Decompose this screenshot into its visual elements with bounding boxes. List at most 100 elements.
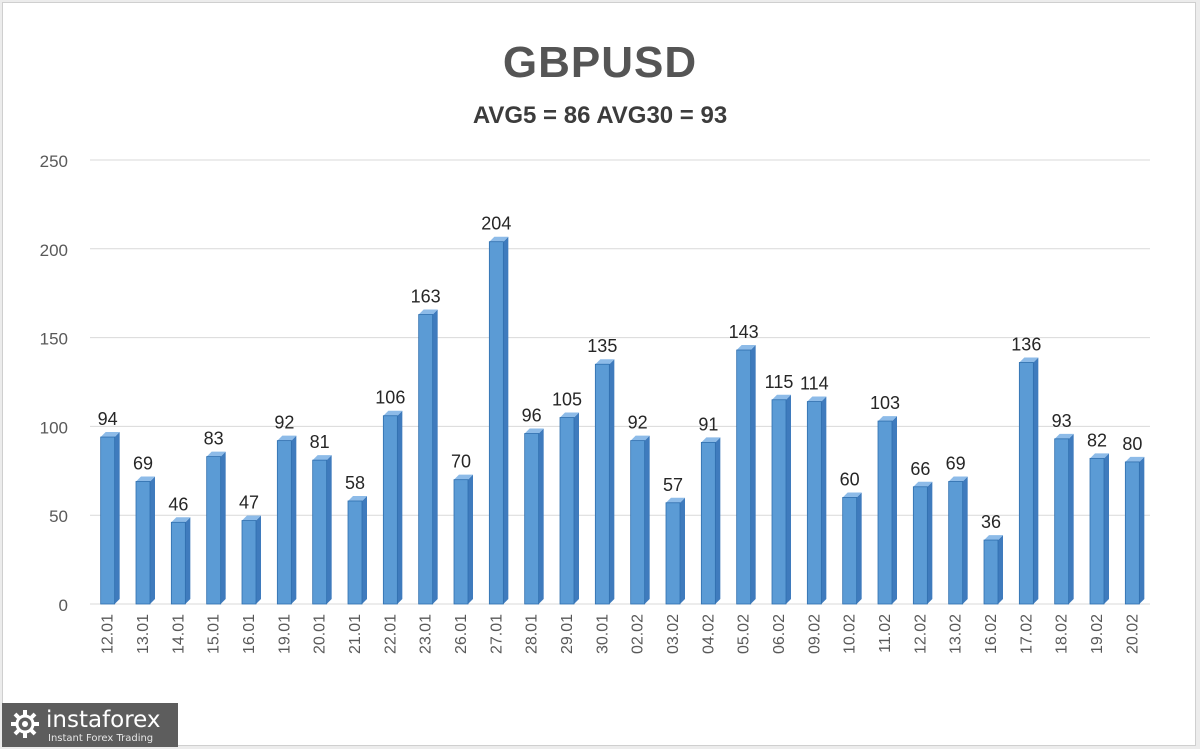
instaforex-logo: instaforex Instant Forex Trading: [2, 703, 178, 747]
bar: [135, 476, 155, 605]
data-label: 82: [1087, 430, 1107, 450]
bar: [488, 236, 509, 605]
bar-side: [750, 345, 756, 604]
bar-side: [291, 435, 297, 604]
x-tick-label: 11.02: [877, 614, 894, 653]
bar: [524, 428, 544, 605]
bar-front: [1124, 461, 1140, 605]
bar: [1089, 453, 1109, 605]
data-label: 69: [946, 453, 966, 473]
bar-top: [1054, 433, 1074, 439]
x-tick-label: 13.01: [135, 614, 152, 654]
bar: [877, 416, 897, 605]
x-tick-label: 26.01: [453, 614, 470, 654]
bar-side: [821, 396, 827, 604]
data-label: 135: [587, 336, 617, 356]
x-tick-label: 14.01: [170, 614, 187, 654]
bar-top: [489, 236, 509, 242]
bar-side: [609, 359, 615, 604]
bar-top: [595, 359, 615, 365]
y-tick-label: 250: [40, 152, 68, 171]
bar-side: [432, 309, 438, 604]
bar-top: [701, 437, 721, 443]
bar-side: [256, 515, 261, 604]
bar: [312, 455, 332, 605]
data-label: 163: [411, 287, 441, 307]
bar: [206, 451, 226, 605]
bar: [170, 517, 191, 605]
x-tick-label: 12.01: [100, 614, 117, 654]
bar-side: [326, 455, 332, 604]
bar-top: [948, 476, 968, 482]
y-tick-label: 150: [40, 330, 68, 349]
x-tick-label: 05.02: [736, 614, 753, 654]
data-label: 36: [981, 512, 1001, 532]
bar-top: [418, 309, 438, 315]
bar-top: [524, 428, 544, 434]
x-tick-label: 04.02: [700, 614, 717, 654]
bar-side: [680, 497, 685, 604]
bar-side: [185, 517, 191, 604]
bar: [912, 481, 933, 605]
data-label: 94: [98, 409, 118, 429]
x-tick-label: 17.02: [1018, 614, 1035, 654]
bar-front: [312, 459, 328, 605]
data-label: 96: [522, 406, 542, 426]
bar-front: [206, 456, 222, 605]
bar-front: [170, 521, 186, 605]
bar-top: [348, 495, 367, 501]
chart-title: GBPUSD: [502, 38, 698, 87]
y-tick-label: 0: [59, 596, 68, 615]
x-tick-label: 18.02: [1054, 614, 1071, 654]
bar-top: [984, 535, 1003, 541]
bar-side: [150, 476, 155, 604]
bar-side: [468, 474, 473, 604]
data-label: 46: [168, 494, 188, 514]
data-label: 57: [663, 475, 683, 495]
gridlines: [90, 159, 1150, 605]
data-label: 136: [1011, 334, 1041, 354]
bar-front: [771, 399, 787, 605]
data-label: 106: [375, 388, 405, 408]
bar-front: [806, 401, 822, 605]
bar: [347, 495, 367, 605]
y-tick-label: 50: [49, 507, 68, 526]
bar-side: [786, 394, 791, 604]
bar-front: [524, 433, 540, 605]
bar-top: [1090, 453, 1109, 459]
x-tick-label: 02.02: [630, 614, 647, 654]
bar-front: [842, 497, 858, 605]
bar: [453, 474, 473, 605]
bar-front: [241, 520, 257, 605]
data-label: 105: [552, 390, 582, 410]
bar: [665, 497, 685, 605]
bar-side: [1139, 456, 1145, 604]
data-label: 47: [239, 493, 259, 513]
bar-top: [1019, 357, 1039, 363]
bar-side: [644, 435, 650, 604]
data-label: 103: [870, 393, 900, 413]
data-labels: 94 69 46 83 47 92 81 58 106 163 70 204 96 105 135 92 57 9…: [98, 214, 1143, 532]
bar-top: [206, 451, 226, 457]
x-tick-label: 27.01: [488, 614, 505, 654]
bar-front: [948, 481, 964, 605]
bar-front: [983, 539, 999, 605]
x-tick-label: 13.02: [948, 614, 965, 654]
bar-front: [912, 486, 928, 605]
bar-side: [220, 451, 226, 604]
y-tick-label: 200: [40, 241, 68, 260]
bar: [100, 432, 120, 605]
bar-side: [927, 481, 933, 604]
bar-front: [630, 440, 646, 605]
bar-front: [1018, 362, 1034, 605]
bar-top: [807, 396, 827, 402]
bar-side: [574, 412, 579, 604]
x-tick-label: 09.02: [806, 614, 823, 654]
x-tick-label: 21.01: [347, 614, 364, 654]
bar-front: [665, 502, 681, 605]
bar: [736, 345, 756, 605]
bar-top: [913, 481, 933, 487]
bar-top: [1125, 456, 1145, 462]
x-tick-label: 06.02: [771, 614, 788, 654]
data-label: 81: [310, 432, 330, 452]
